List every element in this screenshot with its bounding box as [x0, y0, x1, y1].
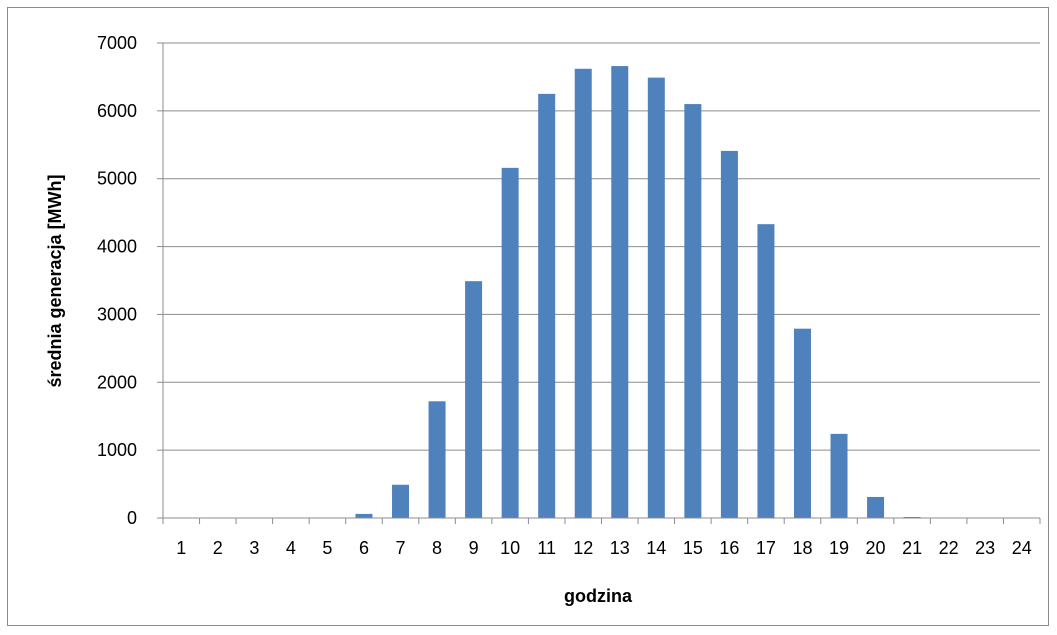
x-tick-label: 16	[719, 538, 739, 558]
x-tick-label: 2	[213, 538, 223, 558]
x-tick-label: 20	[866, 538, 886, 558]
y-tick-label: 6000	[97, 101, 137, 121]
axes	[157, 42, 1041, 524]
bar-11	[538, 93, 556, 519]
x-tick-label: 9	[469, 538, 479, 558]
gridlines	[163, 42, 1040, 451]
y-axis-title: średnia generacja [MWh]	[45, 174, 65, 387]
y-tick-label: 0	[127, 508, 137, 528]
bar-14	[647, 77, 665, 518]
bar-10	[501, 167, 519, 518]
bars	[355, 66, 921, 519]
y-tick-label: 4000	[97, 237, 137, 257]
x-tick-labels: 1 2 3 4 5 6 7 8 9 10 11 12 13 14 15 16 17 18 19 20 21 22 23 24	[176, 538, 1031, 558]
x-tick-label: 4	[286, 538, 296, 558]
x-tick-label: 21	[902, 538, 922, 558]
x-tick-label: 5	[322, 538, 332, 558]
bar-6	[355, 513, 373, 518]
y-tick-label: 3000	[97, 304, 137, 324]
x-tick-label: 10	[500, 538, 520, 558]
x-tick-label: 13	[610, 538, 630, 558]
bar-15	[684, 104, 702, 519]
bar-13	[611, 66, 629, 519]
x-tick-label: 1	[176, 538, 186, 558]
x-tick-label: 6	[359, 538, 369, 558]
x-tick-label: 3	[249, 538, 259, 558]
y-tick-label: 2000	[97, 372, 137, 392]
bar-12	[574, 68, 592, 519]
x-tick-label: 11	[537, 538, 556, 558]
y-tick-labels: 0 1000 2000 3000 4000 5000 6000 7000	[97, 33, 137, 528]
bar-8	[428, 401, 446, 518]
y-tick-label: 5000	[97, 169, 137, 189]
x-axis-title: godzina	[564, 586, 633, 606]
x-tick-label: 23	[975, 538, 995, 558]
bar-7	[392, 484, 410, 518]
bar-20	[867, 496, 885, 518]
x-tick-label: 14	[646, 538, 666, 558]
x-tick-label: 15	[683, 538, 703, 558]
bar-19	[830, 433, 848, 518]
y-tick-label: 1000	[97, 440, 137, 460]
x-tick-label: 24	[1012, 538, 1032, 558]
bar-18	[793, 328, 811, 518]
x-tick-label: 17	[756, 538, 776, 558]
bar-9	[465, 281, 483, 518]
bar-17	[757, 224, 775, 518]
bar-16	[720, 150, 738, 518]
x-tick-label: 18	[792, 538, 812, 558]
x-tick-label: 8	[432, 538, 442, 558]
bar-21	[903, 516, 921, 518]
x-tick-label: 7	[396, 538, 406, 558]
x-tick-label: 12	[573, 538, 593, 558]
y-tick-label: 7000	[97, 33, 137, 53]
x-tick-label: 22	[939, 538, 959, 558]
x-tick-label: 19	[829, 538, 849, 558]
